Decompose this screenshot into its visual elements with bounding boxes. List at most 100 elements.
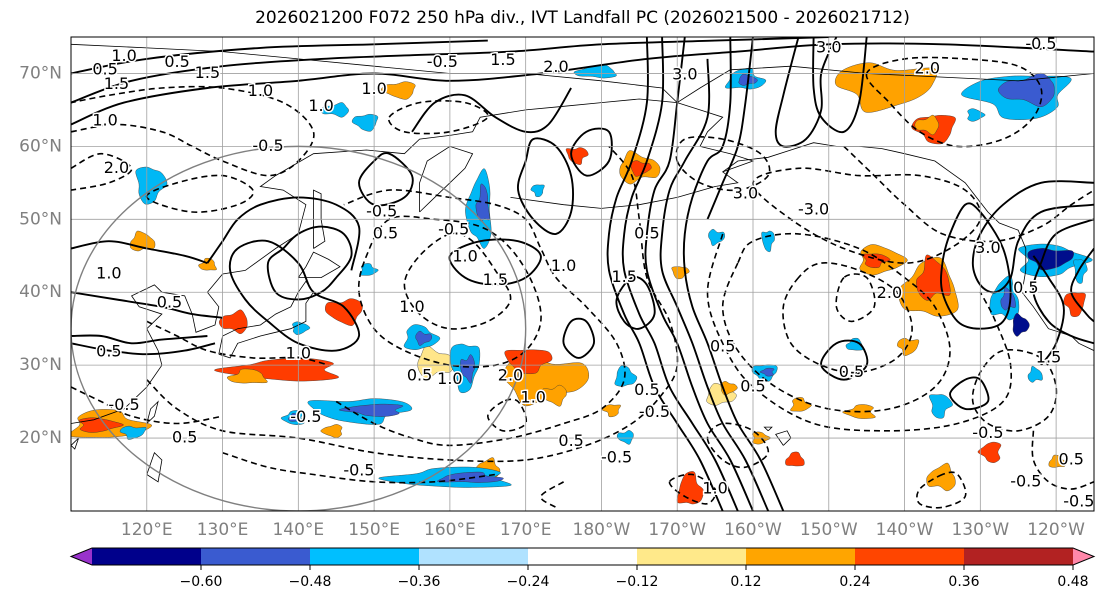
shading-blob <box>977 441 1002 463</box>
positive-contour <box>949 376 990 411</box>
contour-label: -0.5 <box>343 460 374 479</box>
contour-label: -0.5 <box>438 220 469 239</box>
shading-blob <box>1048 454 1066 468</box>
positive-contour <box>358 152 414 207</box>
shading-blob <box>119 425 147 440</box>
contour-label: 0.5 <box>1013 278 1038 297</box>
negative-contour <box>146 145 679 463</box>
positive-contour <box>644 37 754 511</box>
colorbar: −0.60 −0.48 −0.36 −0.24 −0.12 0.12 0.24 0.36 0.4… <box>69 547 1096 590</box>
shading-blob <box>708 229 725 247</box>
colorbar-segment <box>855 548 965 565</box>
contour-label: 1.0 <box>702 479 727 498</box>
contour-labels: 1.0 0.50.51.51.51.01.01.01.0-0.5-0.5 1.5 2.… <box>91 34 1094 511</box>
shading-blob <box>1027 365 1043 383</box>
colorbar-tick-label: −0.60 <box>180 574 223 590</box>
shading-blob <box>227 368 268 384</box>
shading-blob <box>790 397 812 412</box>
positive-contour <box>615 275 656 330</box>
latitude-label: 60°N <box>19 136 62 156</box>
shading-blob <box>1012 313 1030 337</box>
positive-contour <box>1032 255 1065 366</box>
contour-label: 2.0 <box>915 59 940 78</box>
positive-contour <box>71 291 223 319</box>
colorbar-tick-label: 0.24 <box>839 574 870 590</box>
shading-blob <box>198 257 217 271</box>
map-body: 1.0 0.50.51.51.51.01.01.01.0-0.5-0.5 1.5 2.… <box>71 34 1094 511</box>
longitude-label: 150°W <box>800 520 858 540</box>
contour-label: 3.0 <box>733 183 758 202</box>
longitude-label: 160°E <box>424 520 476 540</box>
longitude-label: 180°W <box>573 520 631 540</box>
positive-contour <box>448 238 542 286</box>
contour-label: 1.0 <box>248 81 273 100</box>
shading-blob <box>381 81 416 100</box>
coastline <box>146 451 163 483</box>
positive-contour <box>266 225 353 301</box>
contour-label: -0.5 <box>972 423 1003 442</box>
contour-label: 1.0 <box>437 369 462 388</box>
shading-blob <box>288 413 300 422</box>
contour-label: -0.5 <box>252 136 283 155</box>
contour-label: -0.5 <box>1063 492 1094 511</box>
positive-contour <box>71 42 1094 126</box>
negative-contour <box>675 136 771 192</box>
shading-blob <box>541 384 567 407</box>
contour-label: 0.5 <box>157 293 182 312</box>
shading-blob <box>460 354 475 384</box>
contour-label: 0.5 <box>164 52 189 71</box>
map-frame <box>70 36 1095 512</box>
positive-contour <box>206 196 361 271</box>
colorbar-tick-label: −0.12 <box>616 574 659 590</box>
shading-blob <box>998 72 1055 108</box>
shading-blob <box>292 321 311 335</box>
contour-label: -0.5 <box>1025 34 1056 53</box>
contour-label: 1.0 <box>308 96 333 115</box>
contour-label: 3.0 <box>672 64 697 83</box>
contour-label: -0.5 <box>366 202 397 221</box>
longitude-label: 150°E <box>348 520 400 540</box>
contour-label: 0.5 <box>96 342 121 361</box>
coastline <box>677 102 755 173</box>
map-gridlines <box>71 37 1094 511</box>
colorbar-segment <box>637 548 747 565</box>
negative-contour <box>668 473 717 505</box>
shading-blob <box>616 430 634 445</box>
contour-label: 0.5 <box>839 362 864 381</box>
contour-label: -0.5 <box>290 407 321 426</box>
colorbar-segment <box>419 548 529 565</box>
contour-label: -3.0 <box>798 199 829 218</box>
positive-contour <box>570 127 613 177</box>
colorbar-segment <box>746 548 856 565</box>
longitude-label: 140°W <box>876 520 934 540</box>
contour-label: 0.5 <box>634 380 659 399</box>
shading-blob <box>967 108 986 122</box>
negative-contour <box>357 215 542 368</box>
coastline <box>297 251 341 278</box>
shading-blob <box>320 424 343 439</box>
contour-label: 2.0 <box>877 283 902 302</box>
contour-label: 0.5 <box>710 336 735 355</box>
contour-label: 1.0 <box>399 297 424 316</box>
contour-label: 1.0 <box>551 256 576 275</box>
colorbar-outline <box>69 547 1096 566</box>
positive-contour <box>820 339 869 381</box>
colorbar-segment <box>201 548 311 565</box>
contour-label: 1.5 <box>195 63 220 82</box>
positive-contour <box>228 239 360 352</box>
contour-label: 0.5 <box>1059 449 1084 468</box>
shading-blob <box>785 451 805 467</box>
negative-contour <box>1031 430 1094 490</box>
contour-label: 1.0 <box>92 110 117 129</box>
colorbar-segment <box>528 548 638 565</box>
negative-contour <box>71 152 133 191</box>
shading-blob <box>926 462 956 492</box>
colorbar-tick-label: 0.48 <box>1057 574 1088 590</box>
colorbar-extend-low <box>71 548 92 565</box>
colorbar-tick-label: −0.48 <box>289 574 332 590</box>
shading-blob <box>218 309 248 334</box>
contour-label: 1.5 <box>611 267 636 286</box>
contour-label: 1.0 <box>521 387 546 406</box>
negative-contour <box>706 233 1013 432</box>
